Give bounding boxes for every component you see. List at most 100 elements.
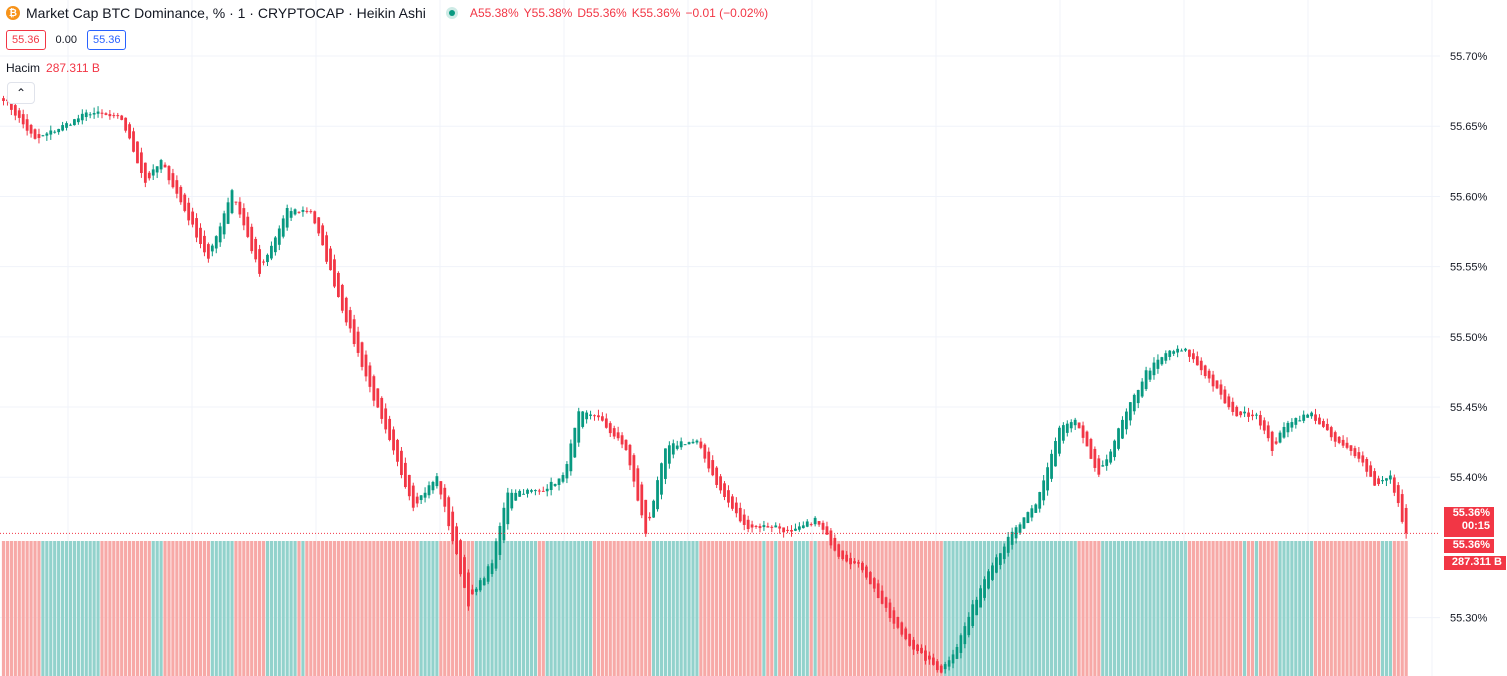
- candle-body: [723, 483, 726, 498]
- candle-body: [1369, 465, 1373, 477]
- candle-body: [1396, 485, 1400, 504]
- volume-bar: [518, 541, 522, 676]
- candle-body: [309, 211, 313, 213]
- volume-bar: [608, 541, 612, 676]
- candle-body: [786, 529, 789, 531]
- volume-bar: [1333, 541, 1337, 676]
- volume-bar: [805, 541, 809, 676]
- candle-body: [959, 635, 963, 653]
- volume-bar: [1353, 541, 1357, 676]
- volume-bar: [183, 541, 187, 676]
- candle-body: [1349, 445, 1353, 451]
- volume-bar: [1290, 541, 1294, 676]
- volume-bar: [1089, 541, 1093, 676]
- volume-bar: [332, 541, 337, 676]
- candle-body: [1385, 478, 1388, 481]
- candle-body: [955, 646, 959, 659]
- price-axis: 55.70% 55.65% 55.60% 55.55% 55.50% 55.45% 55.4…: [1450, 51, 1488, 625]
- price-tick-label: 55.30%: [1450, 613, 1488, 625]
- volume-bar: [774, 541, 778, 676]
- volume-bar: [187, 541, 191, 676]
- volume-bar: [1172, 541, 1176, 676]
- volume-bar: [986, 541, 991, 676]
- volume-bar: [1140, 541, 1144, 676]
- volume-bar: [943, 541, 947, 676]
- candle-body: [151, 169, 155, 176]
- candle-body: [971, 604, 975, 626]
- candle-body: [518, 490, 522, 497]
- candle-body: [179, 186, 183, 203]
- volume-bar: [1286, 541, 1290, 676]
- candle-body: [1404, 507, 1408, 534]
- volume-label[interactable]: Hacim: [6, 61, 41, 75]
- collapse-legend-button[interactable]: ⌃: [7, 82, 35, 104]
- volume-bar: [588, 541, 593, 676]
- candle-body: [1290, 422, 1294, 428]
- candle-body: [829, 530, 833, 546]
- volume-bar: [372, 541, 376, 676]
- volume-bar: [955, 541, 959, 676]
- candle-body: [1140, 381, 1144, 397]
- volume-bar: [139, 541, 143, 676]
- volume-value: 287.311 B: [46, 61, 100, 75]
- volume-bar: [411, 541, 415, 676]
- buy-button[interactable]: 55.36: [86, 30, 127, 50]
- volume-bar: [628, 541, 632, 676]
- volume-bar: [585, 541, 589, 676]
- symbol-title[interactable]: Market Cap BTC Dominance, % · 1 · CRYPTO…: [26, 5, 426, 21]
- candle-body: [305, 210, 309, 212]
- candle-body: [427, 485, 431, 496]
- volume-bar: [549, 541, 553, 676]
- candle-body: [356, 331, 360, 353]
- candle-body: [695, 440, 699, 443]
- candle-body: [530, 490, 533, 492]
- candle-body: [1325, 423, 1329, 431]
- volume-bar: [415, 541, 419, 676]
- volume-bar: [281, 541, 285, 676]
- candle-body: [561, 475, 565, 482]
- candle-body: [998, 553, 1002, 565]
- price-tick-label: 55.40%: [1450, 472, 1488, 484]
- volume-bar: [644, 541, 648, 676]
- candle-body: [1160, 357, 1164, 365]
- candle-body: [415, 496, 419, 504]
- candle-body: [1195, 356, 1199, 366]
- volume-bar: [1046, 541, 1050, 676]
- candle-body: [352, 319, 356, 345]
- candle-body: [738, 507, 742, 522]
- volume-bar: [1357, 541, 1361, 676]
- volume-bar: [1124, 541, 1128, 676]
- candle-body: [581, 411, 585, 427]
- candle-body: [1093, 448, 1097, 468]
- volume-bar: [100, 541, 104, 676]
- volume-bar: [285, 541, 289, 676]
- candle-body: [868, 572, 872, 585]
- candle-body: [1247, 412, 1250, 417]
- volume-bar: [715, 541, 719, 676]
- candle-body: [470, 589, 474, 595]
- candle-body: [69, 124, 72, 126]
- candle-body: [1109, 451, 1113, 463]
- candle-body: [703, 444, 707, 459]
- candle-body: [884, 597, 888, 608]
- candle-body: [1400, 494, 1404, 522]
- volume-bar: [37, 541, 41, 676]
- volume-bar: [167, 541, 171, 676]
- candle-body: [73, 119, 76, 126]
- volume-bar: [45, 541, 49, 676]
- volume-bar: [277, 541, 281, 676]
- volume-bar: [147, 541, 151, 676]
- candle-body: [975, 599, 979, 616]
- candle-body: [1258, 415, 1262, 426]
- candle-body: [1223, 389, 1227, 404]
- candle-body: [396, 439, 399, 462]
- volume-bar: [797, 541, 801, 676]
- candle-body: [1030, 508, 1034, 518]
- volume-bar: [462, 541, 467, 676]
- volume-bar: [533, 541, 537, 676]
- volume-bar: [482, 541, 486, 676]
- volume-bar: [435, 541, 439, 676]
- volume-bar: [904, 541, 908, 676]
- sell-button[interactable]: 55.36: [6, 30, 46, 50]
